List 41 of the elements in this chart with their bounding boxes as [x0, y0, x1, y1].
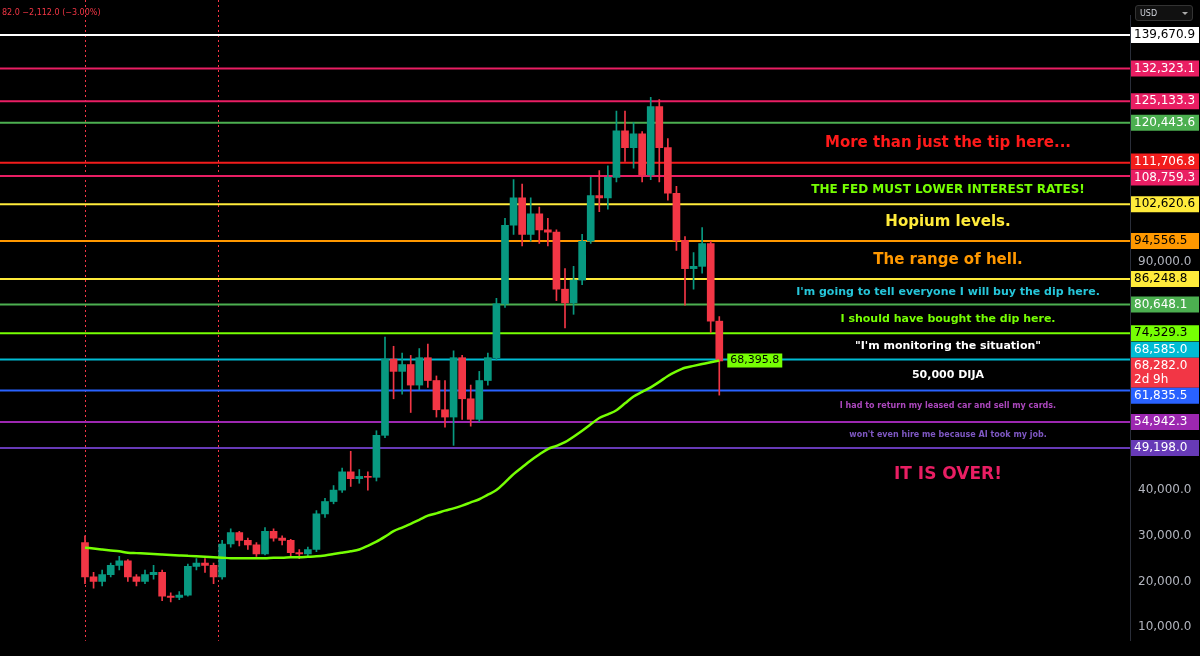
ref-line-label: 139,670.9: [1134, 27, 1196, 42]
text: Hopium levels.: [885, 212, 1011, 231]
annotation: 82.0 −2,112.0 (−3.00%): [2, 8, 101, 17]
text: I'm going to tell everyone I will buy the dip here.: [796, 284, 1100, 298]
text: The range of hell.: [873, 249, 1023, 268]
ref-line-label: 68,585.0: [1134, 341, 1188, 356]
data-label: 68,395.8: [730, 353, 780, 367]
candlestick: [595, 170, 604, 212]
candlestick: [398, 352, 406, 395]
text: THE FED MUST LOWER INTEREST RATES!: [811, 182, 1085, 197]
ref-line-label: 120,443.6: [1134, 114, 1196, 129]
ref-line-label: 86,248.8: [1134, 271, 1188, 286]
text: IT IS OVER!: [894, 462, 1002, 483]
y-tick-label: 10,000.0: [1138, 619, 1192, 634]
candlestick: [364, 471, 372, 491]
ref-line-label: 102,620.6: [1134, 196, 1196, 211]
text: I had to return my leased car and sell my cards.: [839, 401, 1057, 411]
text: More than just the tip here...: [824, 132, 1072, 151]
y-tick-label: 20,000.0: [1138, 573, 1192, 588]
ref-line-label: 61,835.5: [1134, 387, 1188, 402]
ref-line-label: 132,323.1: [1134, 60, 1196, 75]
y-tick-label: 30,000.0: [1138, 527, 1192, 542]
text: won't even hire me because AI took my job.: [849, 430, 1047, 440]
y-tick-label: 40,000.0: [1138, 482, 1192, 497]
ref-line-label: 111,706.8: [1134, 153, 1196, 168]
ref-line-label: 108,759.3: [1134, 169, 1196, 184]
ref-line-label: 74,329.3: [1134, 325, 1188, 340]
text: I should have bought the dip here.: [840, 311, 1056, 325]
text: 2d 9h: [1134, 371, 1169, 386]
ref-line-label: 54,942.3: [1134, 414, 1188, 428]
ref-line-label: 80,648.1: [1134, 296, 1188, 311]
ref-line-label: 94,556.5: [1134, 233, 1188, 248]
currency-dropdown: USD: [1135, 5, 1193, 21]
text: 50,000 DIJA: [911, 367, 985, 381]
text: 68,282.0: [1134, 357, 1188, 372]
ref-line-label: 49,198.0: [1134, 440, 1188, 455]
candlestick: [346, 450, 355, 487]
y-tick-label: 90,000.0: [1138, 253, 1192, 268]
candlestick: [355, 469, 364, 484]
text: "I'm monitoring the situation": [854, 339, 1042, 353]
ref-line-label: 125,133.3: [1134, 93, 1196, 108]
